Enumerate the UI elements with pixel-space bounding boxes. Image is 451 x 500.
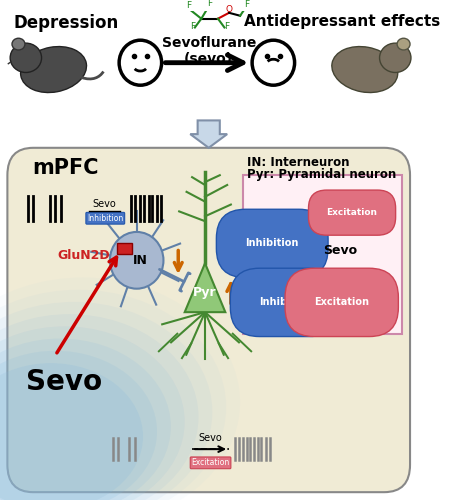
- Text: Sevo: Sevo: [92, 198, 116, 208]
- Text: Inhibition: Inhibition: [245, 238, 298, 248]
- Text: O: O: [225, 5, 232, 14]
- Text: Excitation: Excitation: [326, 208, 377, 217]
- FancyBboxPatch shape: [242, 175, 401, 334]
- Ellipse shape: [0, 302, 212, 500]
- Ellipse shape: [21, 46, 86, 92]
- Text: F: F: [190, 22, 195, 32]
- Text: F: F: [244, 0, 249, 9]
- Text: Excitation: Excitation: [191, 458, 229, 468]
- Text: Inhibiton: Inhibiton: [259, 298, 308, 308]
- Ellipse shape: [0, 290, 226, 500]
- FancyBboxPatch shape: [7, 148, 409, 492]
- Text: F: F: [207, 0, 212, 8]
- Ellipse shape: [331, 46, 397, 92]
- Text: Sevo: Sevo: [322, 244, 357, 257]
- Polygon shape: [305, 228, 318, 239]
- Text: Sevo: Sevo: [26, 368, 102, 396]
- Ellipse shape: [0, 338, 170, 500]
- Circle shape: [119, 40, 161, 85]
- FancyBboxPatch shape: [190, 457, 230, 468]
- Circle shape: [252, 40, 294, 85]
- FancyBboxPatch shape: [0, 11, 417, 158]
- Text: IN: Interneuron: IN: Interneuron: [247, 156, 349, 168]
- Polygon shape: [184, 264, 225, 312]
- FancyBboxPatch shape: [86, 212, 124, 224]
- Text: Inhibition: Inhibition: [87, 214, 123, 222]
- Ellipse shape: [0, 326, 184, 500]
- Ellipse shape: [0, 314, 198, 500]
- Text: F: F: [185, 1, 190, 10]
- Text: Pyr: Pyramidal neuron: Pyr: Pyramidal neuron: [247, 168, 396, 181]
- FancyArrow shape: [190, 120, 227, 148]
- Ellipse shape: [10, 43, 41, 72]
- Text: Antidepressant effects: Antidepressant effects: [243, 14, 439, 29]
- FancyBboxPatch shape: [117, 242, 132, 254]
- Ellipse shape: [12, 38, 25, 50]
- Text: GluN2D: GluN2D: [57, 249, 110, 262]
- Polygon shape: [305, 302, 318, 313]
- Text: mPFC: mPFC: [32, 158, 99, 178]
- Ellipse shape: [379, 43, 410, 72]
- Ellipse shape: [0, 363, 143, 500]
- Text: Pyr: Pyr: [193, 286, 216, 299]
- Text: Depression: Depression: [14, 14, 119, 32]
- Text: IN: IN: [133, 254, 147, 267]
- Ellipse shape: [396, 38, 409, 50]
- Text: Excitation: Excitation: [313, 298, 368, 308]
- Text: Sevo: Sevo: [198, 434, 222, 444]
- Text: Sevoflurane
(sevo): Sevoflurane (sevo): [161, 36, 255, 66]
- Circle shape: [110, 232, 163, 288]
- Ellipse shape: [0, 351, 156, 500]
- Text: F: F: [223, 22, 228, 32]
